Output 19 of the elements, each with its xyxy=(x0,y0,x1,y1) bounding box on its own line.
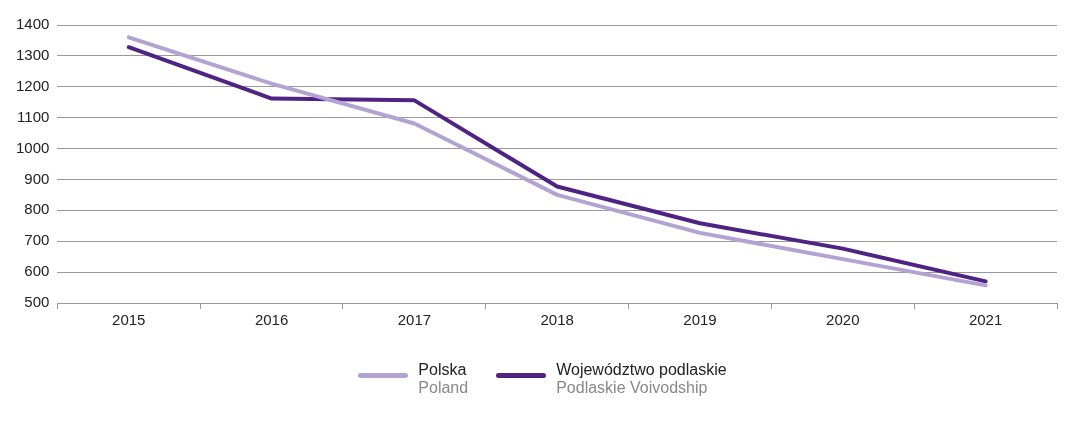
y-tick-label: 500 xyxy=(24,293,50,311)
x-tick-label: 2021 xyxy=(968,311,1003,329)
y-tick-label: 700 xyxy=(24,231,50,249)
y-tick-label: 1100 xyxy=(17,107,50,125)
x-tick-label: 2015 xyxy=(112,311,146,329)
y-tick-label: 1000 xyxy=(15,138,50,156)
legend-label: Polska Poland xyxy=(418,361,469,397)
legend-label: Województwo podlaskie Podlaskie Voivodship xyxy=(556,361,727,397)
x-tick-label: 2016 xyxy=(254,311,289,329)
x-tick-label: 2018 xyxy=(540,311,574,329)
y-tick-label: 1200 xyxy=(15,76,50,94)
y-tick-label: 1400 xyxy=(15,15,50,33)
x-tick-label: 2017 xyxy=(397,311,432,329)
x-tick-label: 2019 xyxy=(683,311,717,329)
y-tick-label: 800 xyxy=(24,200,50,218)
y-tick-label: 600 xyxy=(24,262,50,280)
y-tick-label: 900 xyxy=(24,169,50,187)
x-tick-label: 2020 xyxy=(826,311,860,329)
y-tick-label: 1300 xyxy=(15,46,50,64)
